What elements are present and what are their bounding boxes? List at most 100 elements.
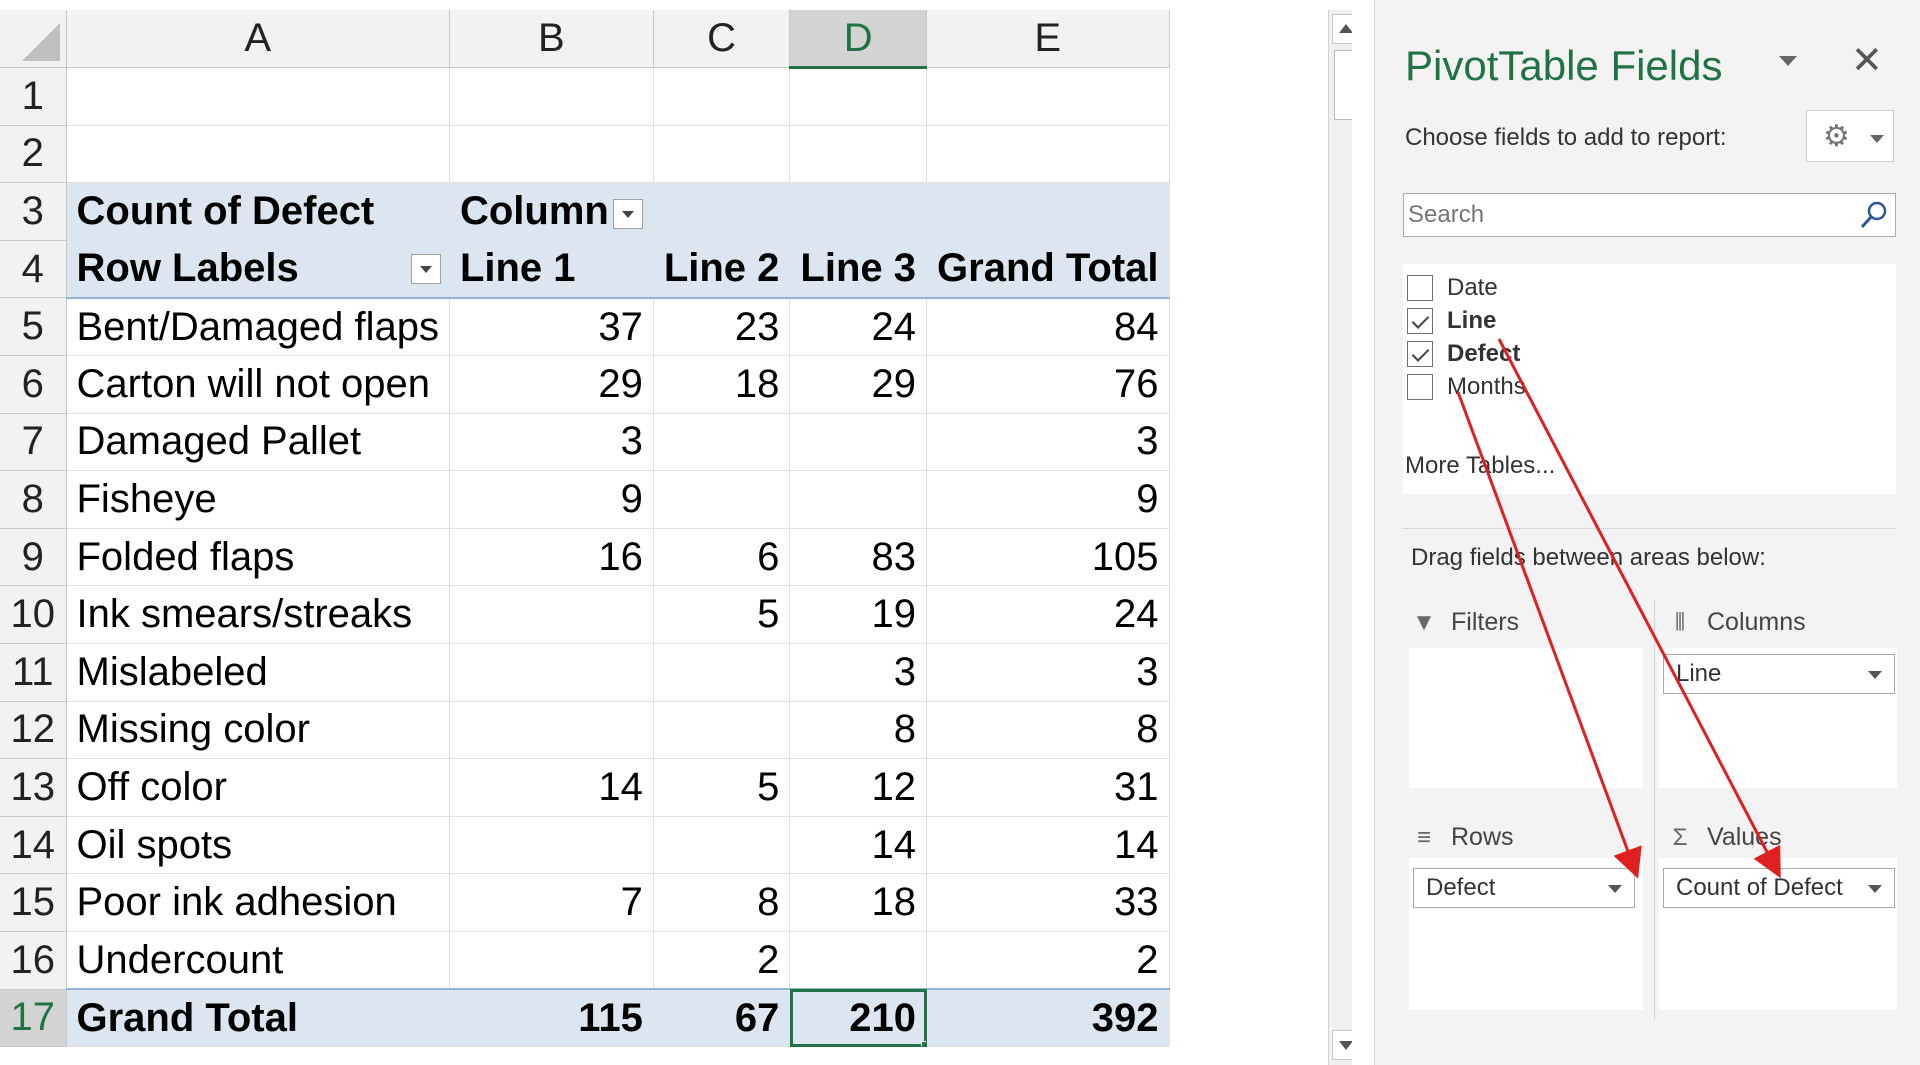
cell-b6[interactable]: 29	[449, 355, 654, 414]
cell-b16[interactable]	[449, 931, 654, 990]
cell-e3[interactable]	[926, 182, 1170, 241]
cell-a10[interactable]: Ink smears/streaks	[66, 585, 450, 645]
cell-c10[interactable]: 5	[653, 585, 791, 645]
column-header-b[interactable]: B	[449, 10, 654, 69]
select-all-corner[interactable]	[0, 10, 67, 69]
column-header-d[interactable]: D	[789, 10, 928, 70]
row-header[interactable]: 2	[0, 125, 67, 184]
scroll-thumb[interactable]	[1334, 50, 1352, 120]
cell-d10[interactable]: 19	[789, 585, 928, 645]
more-tables-link[interactable]: More Tables...	[1405, 452, 1556, 479]
values-drop-area[interactable]: Count of Defect	[1659, 858, 1897, 1010]
fill-handle[interactable]	[921, 1041, 926, 1046]
cell-c5[interactable]: 23	[653, 297, 791, 357]
checkbox[interactable]	[1407, 275, 1433, 301]
cell-a1[interactable]	[66, 67, 450, 126]
vertical-scrollbar[interactable]	[1328, 10, 1352, 1065]
cell-e4[interactable]: Grand Total	[926, 240, 1170, 299]
cell-d9[interactable]: 83	[789, 528, 928, 587]
cell-d16[interactable]	[789, 931, 928, 990]
cell-b11[interactable]	[449, 643, 654, 702]
cell-e15[interactable]: 33	[926, 873, 1170, 932]
cell-e12[interactable]: 8	[926, 701, 1170, 760]
cell-b7[interactable]: 3	[449, 413, 654, 472]
cell-c15[interactable]: 8	[653, 873, 791, 932]
cell-c11[interactable]	[653, 643, 791, 702]
row-header[interactable]: 6	[0, 355, 67, 414]
tools-button[interactable]: ⚙	[1806, 110, 1894, 162]
field-search-box[interactable]	[1403, 193, 1896, 237]
cell-e9[interactable]: 105	[926, 528, 1170, 587]
cell-c1[interactable]	[653, 67, 791, 126]
cell-c16[interactable]: 2	[653, 931, 791, 990]
row-header[interactable]: 3	[0, 182, 67, 241]
cell-d7[interactable]	[789, 413, 928, 472]
checkbox[interactable]	[1407, 374, 1433, 400]
cell-c3[interactable]	[653, 182, 791, 241]
row-header[interactable]: 11	[0, 643, 67, 702]
row-header[interactable]: 15	[0, 873, 67, 932]
cell-c2[interactable]	[653, 125, 791, 184]
cell-e8[interactable]: 9	[926, 470, 1170, 529]
cell-b8[interactable]: 9	[449, 470, 654, 529]
search-input[interactable]	[1404, 194, 1844, 236]
cell-c6[interactable]: 18	[653, 355, 791, 414]
cell-a13[interactable]: Off color	[66, 758, 450, 817]
row-header[interactable]: 8	[0, 470, 67, 529]
field-item-line[interactable]: Line	[1407, 305, 1496, 337]
cell-d2[interactable]	[789, 125, 928, 184]
cell-c12[interactable]	[653, 701, 791, 760]
field-item-defect[interactable]: Defect	[1407, 338, 1520, 370]
cell-e10[interactable]: 24	[926, 585, 1170, 645]
cell-b5[interactable]: 37	[449, 297, 654, 357]
cell-b10[interactable]	[449, 585, 654, 645]
row-header[interactable]: 16	[0, 931, 67, 990]
cell-a11[interactable]: Mislabeled	[66, 643, 450, 702]
row-header[interactable]: 9	[0, 528, 67, 587]
column-filter-dropdown-icon[interactable]	[612, 198, 643, 229]
cell-c4[interactable]: Line 2	[653, 240, 791, 299]
cell-e16[interactable]: 2	[926, 931, 1170, 990]
row-header[interactable]: 7	[0, 413, 67, 472]
cell-a4[interactable]: Row Labels	[66, 240, 450, 299]
column-header-a[interactable]: A	[66, 10, 450, 69]
row-filter-dropdown-icon[interactable]	[410, 253, 441, 284]
cell-c13[interactable]: 5	[653, 758, 791, 817]
chevron-down-icon[interactable]	[1608, 885, 1622, 893]
cell-a2[interactable]	[66, 125, 450, 184]
close-icon[interactable]: ✕	[1851, 40, 1883, 82]
cell-b2[interactable]	[449, 125, 654, 184]
column-header-e[interactable]: E	[926, 10, 1170, 69]
column-header-c[interactable]: C	[653, 10, 791, 69]
cell-a14[interactable]: Oil spots	[66, 816, 450, 875]
rows-field-pill[interactable]: Defect	[1413, 868, 1635, 908]
cell-a7[interactable]: Damaged Pallet	[66, 413, 450, 472]
cell-d13[interactable]: 12	[789, 758, 928, 817]
cell-c14[interactable]	[653, 816, 791, 875]
cell-d17[interactable]: 210	[789, 988, 928, 1048]
values-field-pill[interactable]: Count of Defect	[1663, 868, 1895, 908]
cell-a9[interactable]: Folded flaps	[66, 528, 450, 587]
cell-b1[interactable]	[449, 67, 654, 126]
cell-b15[interactable]: 7	[449, 873, 654, 932]
cell-a16[interactable]: Undercount	[66, 931, 450, 990]
row-header[interactable]: 10	[0, 585, 67, 645]
pane-divider[interactable]	[1403, 528, 1896, 529]
cell-c17[interactable]: 67	[653, 988, 791, 1048]
cell-e14[interactable]: 14	[926, 816, 1170, 875]
cell-c8[interactable]	[653, 470, 791, 529]
cell-d8[interactable]	[789, 470, 928, 529]
row-header[interactable]: 13	[0, 758, 67, 817]
row-header[interactable]: 4	[0, 240, 67, 299]
cell-b14[interactable]	[449, 816, 654, 875]
checkbox[interactable]	[1407, 341, 1433, 367]
cell-b17[interactable]: 115	[449, 988, 654, 1048]
field-item-date[interactable]: Date	[1407, 272, 1498, 304]
cell-b12[interactable]	[449, 701, 654, 760]
row-header[interactable]: 17	[0, 989, 67, 1048]
row-header[interactable]: 5	[0, 297, 67, 357]
cell-a3[interactable]: Count of Defect	[66, 182, 450, 241]
cell-c7[interactable]	[653, 413, 791, 472]
cell-a8[interactable]: Fisheye	[66, 470, 450, 529]
cell-d4[interactable]: Line 3	[789, 240, 928, 299]
